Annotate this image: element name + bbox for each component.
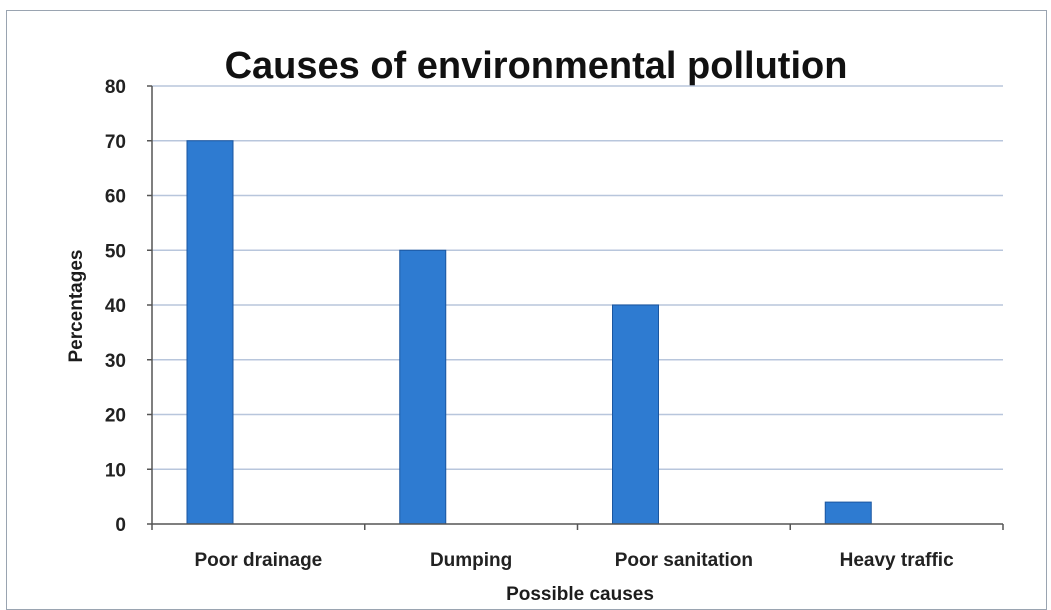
- bar: [399, 249, 447, 525]
- y-tick-labels: 0 10 20 30 40 50 60 70 80: [105, 77, 152, 536]
- y-tick-label: 30: [105, 351, 126, 372]
- bar: [824, 501, 872, 525]
- y-tick-label: 0: [115, 515, 126, 536]
- x-tick-label: Dumping: [430, 550, 512, 571]
- x-tick-labels: Poor drainage Dumping Poor sanitation Heavy…: [195, 550, 955, 571]
- chart-frame: [6, 10, 1047, 610]
- bar: [186, 140, 234, 525]
- y-tick-label: 40: [105, 296, 126, 317]
- bar: [612, 304, 659, 525]
- y-tick-label: 60: [105, 187, 126, 208]
- chart-title: Causes of environmental pollution: [225, 45, 848, 87]
- x-tick-label: Heavy traffic: [840, 550, 954, 571]
- y-tick-label: 70: [105, 132, 126, 153]
- axes: [151, 86, 1004, 530]
- bars: [186, 140, 872, 525]
- y-axis-label: Percentages: [66, 249, 87, 362]
- y-tick-label: 80: [105, 77, 126, 98]
- x-tick-label: Poor sanitation: [615, 550, 753, 571]
- y-tick-label: 50: [105, 241, 126, 262]
- y-tick-label: 20: [105, 406, 126, 427]
- x-tick-label: Poor drainage: [195, 550, 323, 571]
- y-tick-label: 10: [105, 460, 126, 481]
- gridlines: [152, 85, 1003, 470]
- x-axis-label: Possible causes: [506, 584, 654, 605]
